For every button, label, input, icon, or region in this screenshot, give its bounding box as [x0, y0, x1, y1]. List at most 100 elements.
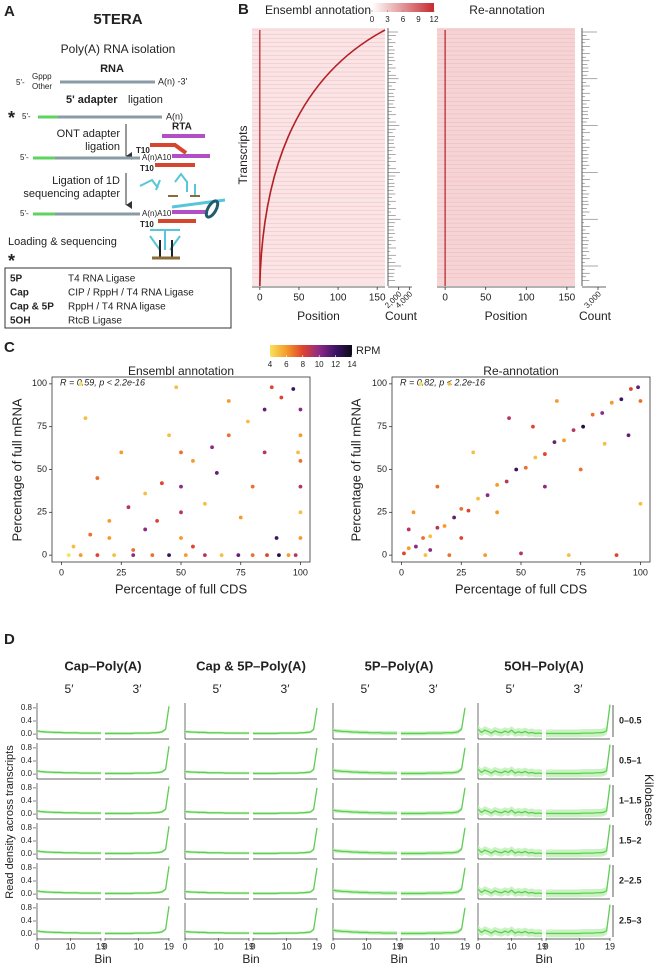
point [298, 459, 303, 463]
point [191, 544, 195, 549]
point [202, 501, 207, 506]
plot-title: Re-annotation [483, 364, 558, 378]
profile-line [477, 928, 543, 935]
profile-line [105, 906, 170, 935]
x-tick-label: 0 [34, 941, 39, 951]
point [167, 433, 171, 438]
y-tick-label: 0.0 [21, 729, 33, 738]
point [250, 484, 255, 489]
point [406, 546, 411, 551]
label: 5'- [22, 112, 31, 121]
point [265, 553, 269, 558]
y-tick-label: 0.4 [21, 756, 33, 765]
profile-line [401, 907, 466, 935]
profile-line [332, 889, 397, 894]
axis-title: Percentage of full mRNA [9, 398, 24, 541]
y-tick-label: 25 [377, 507, 387, 517]
point [277, 553, 281, 558]
colorbar [270, 345, 352, 357]
point [155, 518, 160, 523]
row-label: 1–1.5 [619, 795, 642, 805]
point [619, 397, 624, 402]
x-tick-label: 0 [102, 941, 107, 951]
profile-line [105, 866, 170, 895]
point [459, 536, 464, 540]
point [562, 438, 566, 443]
profile-line [477, 848, 543, 855]
point [298, 536, 303, 540]
x-tick-label: 0 [543, 941, 548, 951]
colorbar-tick-label: 6 [284, 360, 289, 369]
point [71, 544, 76, 549]
colorbar-tick-label: 12 [331, 360, 340, 369]
point [191, 459, 195, 463]
point [95, 553, 100, 558]
ribbon [105, 824, 169, 855]
point [250, 553, 255, 558]
step-label: sequencing adapter [23, 188, 120, 200]
ribbon [401, 825, 465, 856]
x-tick-label: 10 [575, 941, 585, 951]
profile-line [253, 867, 318, 895]
table-cell: 5OH [10, 316, 31, 327]
point [531, 424, 535, 429]
point [167, 553, 171, 558]
label: Other [32, 82, 52, 91]
ribbon [105, 864, 169, 895]
point [495, 510, 500, 515]
point [602, 441, 607, 446]
end-label: 5′ [506, 682, 516, 696]
point [298, 510, 303, 515]
x-tick-label: 100 [293, 567, 308, 577]
y-tick-label: 0.0 [21, 769, 33, 778]
y-tick-label: 75 [377, 421, 387, 431]
heatmap-title: Re-annotation [469, 3, 544, 17]
point [238, 515, 243, 520]
y-tick-label: 50 [377, 464, 387, 474]
point [638, 399, 643, 403]
shape [150, 143, 188, 155]
end-label: 3′ [429, 682, 439, 696]
profile-line [36, 730, 101, 734]
point [298, 407, 303, 412]
point [533, 455, 538, 460]
step-label: Poly(A) RNA isolation [61, 42, 176, 56]
x-tick-label: 0 [442, 293, 448, 304]
y-tick-label: 0.8 [21, 703, 33, 712]
x-tick-label: 0 [398, 941, 403, 951]
x-tick-label: 19 [460, 941, 470, 951]
step-label: ONT adapter [57, 128, 121, 140]
profile-line [332, 769, 397, 774]
plot-title: Ensembl annotation [128, 364, 234, 378]
ribbon [401, 905, 465, 936]
colorbar-tick-label: 6 [401, 15, 406, 24]
profile-line [546, 864, 611, 895]
y-tick-label: 0.0 [21, 929, 33, 938]
row-label: 2.5–3 [619, 915, 642, 925]
profile-line [253, 827, 318, 855]
axis-title: Bin [535, 952, 552, 966]
panel-letter: A [4, 3, 15, 20]
point [78, 381, 83, 386]
x-tick-label: 19 [164, 941, 174, 951]
point [476, 496, 480, 501]
label: A(n)A10 [142, 153, 172, 162]
y-tick-label: 100 [32, 378, 47, 388]
colorbar-tick-label: 9 [416, 15, 421, 24]
point [298, 484, 303, 489]
x-tick-label: 10 [66, 941, 76, 951]
label: RNA [100, 63, 124, 75]
table-cell: RtcB Ligase [68, 316, 122, 327]
point [626, 433, 631, 438]
shape [159, 240, 173, 258]
x-tick-label: 10 [282, 941, 292, 951]
end-label: 5′ [213, 682, 223, 696]
colorbar-tick-label: 3 [385, 15, 390, 24]
profile-line [36, 890, 101, 894]
point [143, 491, 148, 496]
axis-title: Percentage of full mRNA [348, 398, 363, 541]
ribbon [105, 704, 169, 735]
profile-line [36, 810, 101, 814]
x-tick-label: 0 [257, 293, 263, 304]
profile-line [184, 930, 249, 934]
